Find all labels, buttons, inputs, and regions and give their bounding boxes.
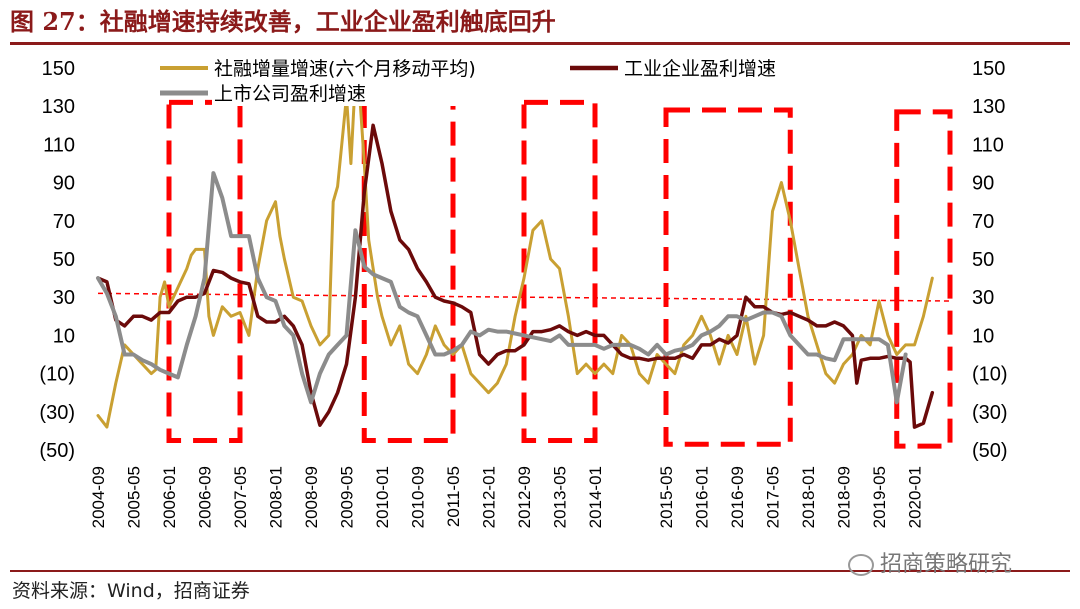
y-tick-label-right: (30) bbox=[972, 402, 1008, 424]
x-tick-label: 2010-01 bbox=[373, 466, 392, 528]
x-tick-label: 2009-05 bbox=[338, 466, 357, 528]
x-tick-label: 2018-01 bbox=[799, 466, 818, 528]
legend-bg bbox=[622, 55, 882, 81]
x-tick-label: 2012-09 bbox=[515, 466, 534, 528]
y-tick-label-right: 150 bbox=[972, 58, 1005, 80]
y-tick-label-right: 30 bbox=[972, 287, 994, 309]
y-tick-label-left: 50 bbox=[53, 249, 75, 271]
x-tick-label: 2020-01 bbox=[906, 466, 925, 528]
x-tick-label: 2019-05 bbox=[870, 466, 889, 528]
reference-dashed-line bbox=[97, 292, 951, 302]
x-tick-label: 2005-05 bbox=[125, 466, 144, 528]
x-tick-label: 2014-01 bbox=[586, 466, 605, 528]
y-tick-label-left: (10) bbox=[39, 364, 75, 386]
y-axis-right: 150 130 110 90 70 50 30 10 (10) (30) (50) bbox=[972, 58, 1008, 462]
source-rule bbox=[10, 570, 1070, 572]
y-tick-label-right: 70 bbox=[972, 211, 994, 233]
y-tick-label-left: 90 bbox=[53, 173, 75, 195]
series-line-3 bbox=[96, 171, 908, 405]
y-tick-label-left: 10 bbox=[53, 325, 75, 347]
y-tick-label-left: 30 bbox=[53, 287, 75, 309]
x-tick-label: 2011-05 bbox=[444, 466, 463, 527]
y-tick-label-right: 90 bbox=[972, 173, 994, 195]
highlight-box-4 bbox=[663, 107, 793, 447]
x-tick-label: 2007-05 bbox=[231, 466, 250, 528]
x-tick-label: 2010-09 bbox=[409, 466, 428, 528]
y-axis-left: 150 130 110 90 70 50 30 10 (10) (30) (50) bbox=[39, 58, 75, 462]
y-tick-label-left: 150 bbox=[42, 58, 75, 80]
x-tick-label: 2015-05 bbox=[657, 466, 676, 528]
series-line-1 bbox=[96, 76, 934, 429]
y-tick-label-right: 110 bbox=[972, 134, 1004, 156]
x-tick-label: 2006-09 bbox=[196, 466, 215, 528]
legend-label: 社融增量增速(六个月移动平均) bbox=[214, 58, 476, 80]
y-tick-label-left: (50) bbox=[39, 440, 75, 462]
x-tick-label: 2016-09 bbox=[728, 466, 747, 528]
x-tick-label: 2016-01 bbox=[693, 466, 712, 528]
y-tick-label-right: 130 bbox=[972, 96, 1005, 118]
source-note: 资料来源：Wind，招商证券 bbox=[12, 580, 250, 602]
legend-bg bbox=[212, 55, 562, 81]
figure-title: 图 27：社融增速持续改善，工业企业盈利触底回升 bbox=[10, 7, 556, 36]
watermark: 招商策略研究 bbox=[848, 546, 1012, 578]
legend-label: 上市公司盈利增速 bbox=[214, 83, 366, 105]
wechat-icon bbox=[848, 554, 874, 576]
title-rule bbox=[10, 42, 1070, 45]
legend-bg bbox=[212, 80, 482, 106]
x-tick-label: 2017-05 bbox=[764, 466, 783, 528]
x-tick-label: 2006-01 bbox=[160, 466, 179, 528]
watermark-text: 招商策略研究 bbox=[880, 552, 1013, 577]
series-lines bbox=[96, 76, 935, 429]
y-tick-label-right: (10) bbox=[972, 364, 1008, 386]
highlight-box-2 bbox=[361, 99, 456, 443]
series-line-2 bbox=[96, 123, 935, 429]
x-tick-label: 2012-01 bbox=[480, 466, 499, 528]
x-tick-label: 2018-09 bbox=[835, 466, 854, 528]
x-tick-label: 2013-05 bbox=[551, 466, 570, 528]
y-tick-label-left: 110 bbox=[43, 134, 75, 156]
y-tick-label-right: 10 bbox=[972, 325, 994, 347]
x-axis: 2004-09 2005-05 2006-01 2006-09 2007-05 2008-… bbox=[89, 466, 925, 528]
y-tick-label-right: (50) bbox=[972, 440, 1008, 462]
highlight-box-1 bbox=[166, 99, 243, 443]
x-tick-label: 2008-09 bbox=[302, 466, 321, 528]
y-tick-label-left: (30) bbox=[39, 402, 75, 424]
highlight-box-5 bbox=[894, 109, 953, 449]
y-tick-label-left: 130 bbox=[42, 96, 75, 118]
legend-label: 工业企业盈利增速 bbox=[624, 58, 776, 80]
reference-line bbox=[97, 292, 951, 302]
y-tick-label-right: 50 bbox=[972, 249, 994, 271]
x-tick-label: 2008-01 bbox=[267, 466, 286, 528]
x-tick-label: 2004-09 bbox=[89, 466, 108, 528]
y-tick-label-left: 70 bbox=[53, 211, 75, 233]
